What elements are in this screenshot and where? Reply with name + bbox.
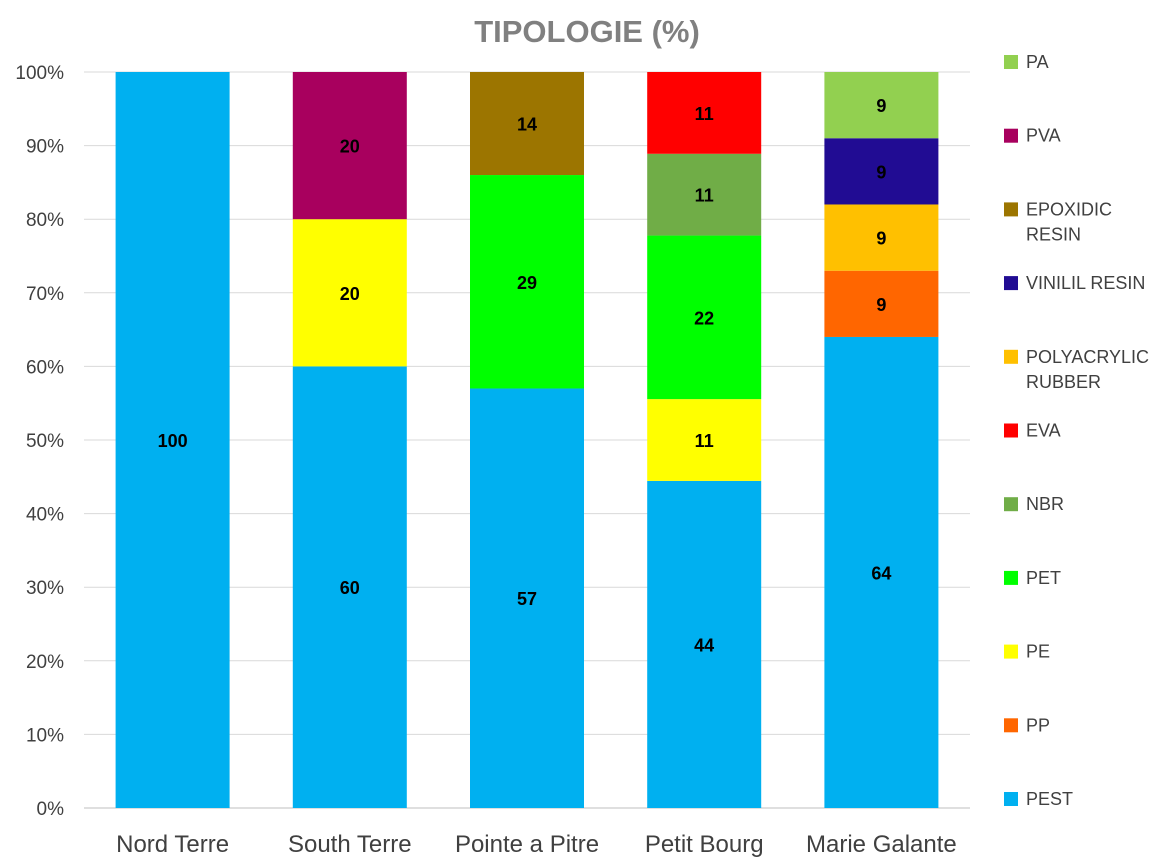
- bar-segment: [470, 175, 584, 389]
- bar-segment: [470, 388, 584, 808]
- legend-swatch: [1004, 423, 1018, 438]
- legend-swatch: [1004, 55, 1018, 69]
- bar-segment: [292, 219, 407, 367]
- data-label: 60: [340, 578, 360, 598]
- data-label: 22: [694, 308, 714, 328]
- legend-swatch: [1004, 497, 1018, 512]
- data-label: 20: [340, 284, 360, 304]
- bar-segment: [647, 153, 762, 236]
- bar-segment: [647, 235, 762, 400]
- y-tick-label: 20%: [26, 652, 64, 673]
- y-tick-label: 40%: [26, 505, 64, 526]
- data-label: 11: [695, 431, 714, 451]
- legend-swatch: [1004, 202, 1018, 217]
- x-tick-label: South Terre: [288, 831, 412, 858]
- legend-swatch: [1004, 718, 1018, 733]
- legend-label: PVA: [1026, 126, 1061, 146]
- legend-label: PA: [1026, 52, 1049, 72]
- legend-label: PET: [1026, 568, 1061, 588]
- data-label: 64: [871, 563, 891, 583]
- bar-segment: [647, 480, 762, 808]
- data-label: 9: [876, 295, 886, 315]
- x-tick-label: Nord Terre: [116, 831, 229, 858]
- bar-segment: [824, 270, 939, 337]
- bar-segment: [824, 72, 939, 139]
- x-tick-label: Marie Galante: [806, 831, 957, 858]
- legend-swatch: [1004, 644, 1018, 659]
- data-label: 20: [340, 137, 360, 157]
- y-tick-label: 90%: [26, 137, 64, 158]
- y-tick-label: 70%: [26, 284, 64, 305]
- data-label: 14: [517, 115, 537, 135]
- bar-segment: [824, 204, 939, 271]
- bar-segment: [647, 399, 762, 481]
- y-tick-label: 100%: [15, 63, 64, 84]
- bar-segment: [470, 72, 584, 176]
- legend-label: POLYACRYLIC RUBBER: [1026, 347, 1149, 392]
- legend-label: PE: [1026, 642, 1050, 662]
- data-label: 100: [158, 431, 188, 451]
- data-label: 44: [694, 635, 714, 655]
- x-tick-label: Petit Bourg: [645, 831, 764, 858]
- legend-swatch: [1004, 570, 1018, 585]
- y-axis: 0% 10% 20% 30% 40% 50% 60% 70% 80% 90% 100%: [15, 63, 64, 820]
- y-tick-label: 50%: [26, 431, 64, 452]
- bar-segment: [115, 72, 230, 808]
- data-label: 11: [695, 186, 714, 206]
- bar-segment: [824, 138, 939, 205]
- legend-label: PP: [1026, 715, 1050, 735]
- bar-segment: [292, 72, 407, 220]
- legend-swatch: [1004, 128, 1018, 143]
- chart-title: TIPOLOGIE (%): [474, 14, 700, 49]
- bar-segment: [824, 336, 939, 808]
- data-label: 9: [876, 229, 886, 249]
- legend-label: EVA: [1026, 421, 1061, 441]
- data-labels: 100 60 20 20 57 29 14 44 11 22 11 11 64 9 9 9 9: [158, 96, 892, 655]
- y-tick-label: 80%: [26, 210, 64, 231]
- data-label: 9: [876, 162, 886, 182]
- y-tick-label: 10%: [26, 725, 64, 746]
- x-tick-label: Pointe a Pitre: [455, 831, 599, 858]
- y-tick-label: 30%: [26, 578, 64, 599]
- x-axis: Nord Terre South Terre Pointe a Pitre Petit…: [116, 831, 957, 858]
- legend-swatch: [1004, 276, 1018, 291]
- legend: PA PVA EPOXIDIC RESIN VINILIL RESIN POLYACRYL…: [1004, 52, 1149, 809]
- legend-label: PEST: [1026, 789, 1073, 809]
- y-tick-label: 0%: [37, 799, 65, 820]
- legend-label: EPOXIDIC RESIN: [1026, 199, 1112, 244]
- legend-label: VINILIL RESIN: [1026, 273, 1145, 293]
- bar-segment: [292, 366, 407, 808]
- legend-swatch: [1004, 792, 1018, 806]
- data-label: 57: [517, 589, 537, 609]
- legend-label: NBR: [1026, 494, 1064, 514]
- data-label: 11: [695, 104, 714, 124]
- data-label: 9: [876, 96, 886, 116]
- y-tick-label: 60%: [26, 357, 64, 378]
- bars: [115, 72, 939, 808]
- bar-segment: [647, 72, 762, 154]
- legend-swatch: [1004, 349, 1018, 364]
- data-label: 29: [517, 273, 537, 293]
